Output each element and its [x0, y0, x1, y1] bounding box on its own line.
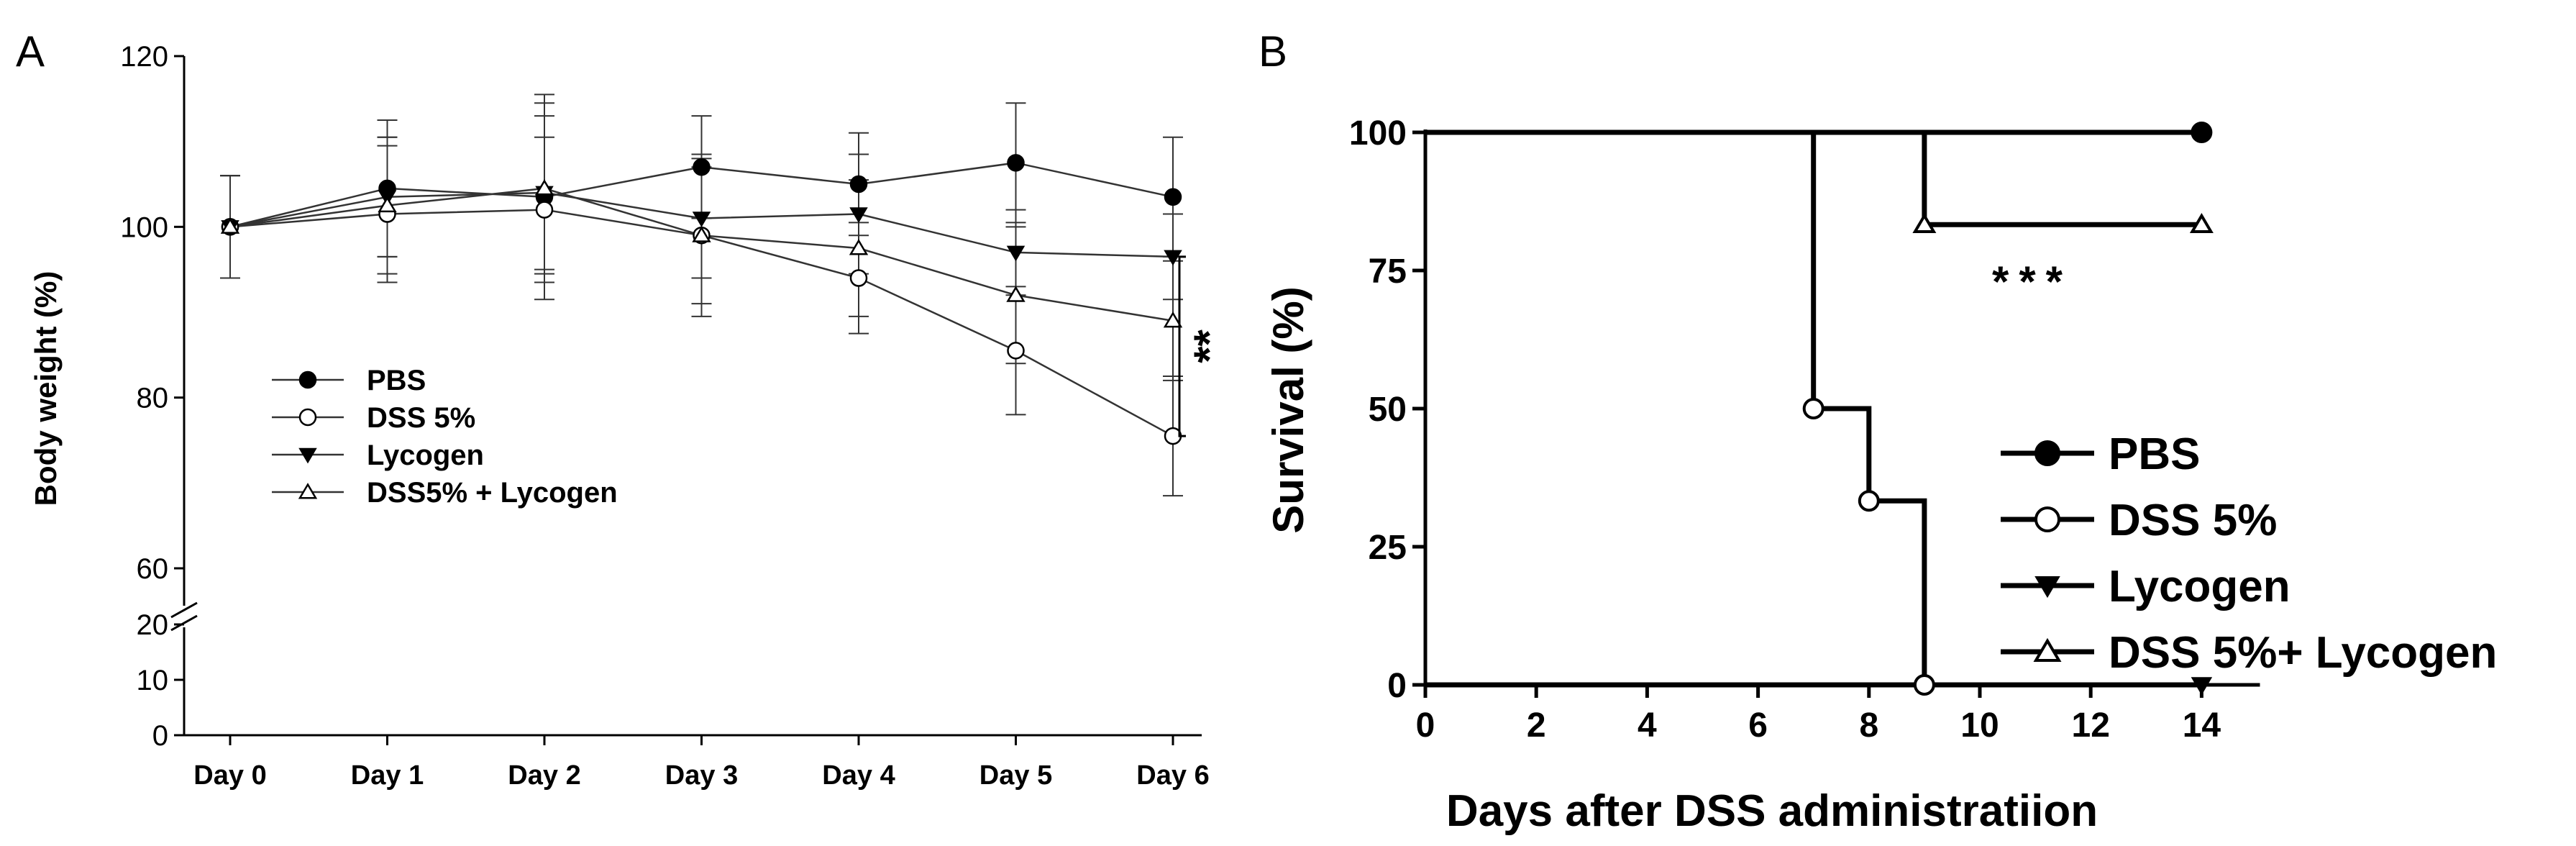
b-x-axis-label: Days after DSS administratiion: [1446, 786, 2098, 836]
a-y-tick-label: 0: [152, 720, 168, 752]
a-point-dss5-lycogen: [534, 179, 554, 196]
b-legend-label-dss-5-lycogen: DSS 5%+ Lycogen: [2109, 628, 2497, 678]
b-x-tick-label: 2: [1527, 706, 1546, 745]
a-annotation: **: [1178, 255, 1233, 437]
a-legend-label-dss5-lycogen: DSS5% + Lycogen: [367, 477, 618, 509]
a-y-tick-label: 60: [137, 553, 169, 585]
b-y-tick-label: 50: [1369, 391, 1407, 429]
a-x-tick-label: Day 6: [1136, 760, 1209, 791]
panel-a: A Body weight (%) 60 80 100 120 0 10 20 Day 0 Da…: [16, 27, 1233, 791]
b-point-dss-5: [1913, 674, 1935, 696]
a-significance-stars: **: [1185, 329, 1233, 363]
b-legend-marker-dss-5-lycogen: [2033, 637, 2062, 662]
b-x-tick-label: 14: [2183, 706, 2221, 745]
a-legend-label-pbs: PBS: [367, 365, 426, 396]
a-point-pbs: [1007, 154, 1025, 172]
a-legend-marker-dss5-lycogen: [298, 483, 318, 499]
a-legend-label-dss-5: DSS 5%: [367, 402, 475, 434]
a-point-dss5-lycogen: [692, 226, 711, 242]
b-point-lycogen: [2191, 677, 2213, 696]
b-curve-dss-5-lycogen: [1425, 129, 2202, 227]
b-x-tick-label: 8: [1859, 706, 1878, 745]
b-significance-stars: ***: [1992, 258, 2073, 306]
a-point-dss5-lycogen: [220, 217, 240, 234]
b-points: [1802, 122, 2214, 696]
a-y-tick-label: 10: [137, 665, 169, 696]
a-y-tick-label: 80: [137, 383, 169, 414]
a-points: [220, 154, 1183, 445]
b-legend-label-lycogen: Lycogen: [2109, 562, 2290, 611]
panel-b-label: B: [1259, 27, 1287, 76]
a-point-dss-5: [1007, 342, 1025, 360]
b-legend: PBS DSS 5% Lycogen DSS 5%+ Lycogen: [2001, 429, 2497, 678]
b-legend-label-dss-5: DSS 5%: [2109, 496, 2277, 545]
b-y-tick-label: 100: [1349, 114, 1407, 153]
a-error-bars: [220, 94, 1183, 497]
b-point-dss-5: [1858, 490, 1880, 512]
a-point-dss5-lycogen: [378, 196, 397, 213]
a-x-tick-label: Day 1: [351, 760, 424, 791]
b-x-tick-label: 4: [1638, 706, 1657, 745]
a-axis-break-mark: [170, 614, 198, 632]
a-x-tick-label: Day 5: [979, 760, 1052, 791]
b-y-tick-label: 75: [1369, 253, 1407, 291]
b-y-axis-label: Survival (%): [1264, 286, 1312, 533]
b-x-tick-label: 6: [1748, 706, 1768, 745]
a-point-lycogen: [692, 212, 711, 227]
a-y-tick-label: 120: [120, 41, 168, 73]
a-point-dss-5: [849, 269, 868, 287]
b-series-lines: [1425, 129, 2202, 688]
b-x-tick-label: 0: [1416, 706, 1435, 745]
b-point-pbs: [2191, 122, 2213, 143]
a-point-pbs: [1164, 188, 1182, 206]
a-legend-marker-dss-5: [298, 408, 317, 427]
a-legend-marker-pbs: [298, 370, 317, 389]
a-point-lycogen: [849, 207, 868, 223]
a-y-tick-label: 20: [137, 609, 169, 641]
a-legend-marker-lycogen: [298, 447, 317, 464]
a-x-tick-label: Day 2: [508, 760, 580, 791]
b-point-dss-5: [1802, 398, 1824, 419]
a-legend: PBS DSS 5% Lycogen DSS5% + Lycogen: [272, 365, 618, 509]
a-x-tick-label: Day 0: [193, 760, 266, 791]
b-x-tick-label: 12: [2072, 706, 2110, 745]
b-point-dss-5-lycogen: [1912, 212, 1937, 234]
b-legend-marker-pbs: [2034, 440, 2060, 466]
a-x-tick-label: Day 4: [822, 760, 895, 791]
a-x-tick-label: Day 3: [665, 760, 738, 791]
b-annotation: ***: [1992, 258, 2073, 306]
b-legend-marker-lycogen: [2034, 576, 2060, 599]
a-significance-bracket: [1178, 255, 1186, 437]
a-point-pbs: [693, 158, 711, 176]
a-point-dss-5: [535, 201, 554, 219]
b-x-tick-label: 10: [1960, 706, 1999, 745]
b-y-tick-label: 25: [1369, 529, 1407, 567]
a-axes: 60 80 100 120 0 10 20 Day 0 Day 1 Day 2 Day 3 Day 4…: [120, 41, 1209, 791]
b-y-tick-label: 0: [1387, 667, 1407, 705]
a-point-dss5-lycogen: [1006, 286, 1026, 302]
b-legend-marker-dss-5: [2034, 506, 2060, 532]
a-point-dss5-lycogen: [1163, 311, 1183, 328]
a-point-dss5-lycogen: [849, 239, 869, 255]
a-axis-break-mark: [170, 601, 198, 619]
b-legend-label-pbs: PBS: [2109, 429, 2200, 479]
a-point-pbs: [849, 175, 868, 194]
b-point-dss-5-lycogen: [2189, 212, 2214, 234]
a-point-lycogen: [1006, 245, 1026, 262]
a-legend-label-lycogen: Lycogen: [367, 440, 484, 471]
a-y-tick-label: 100: [120, 212, 168, 243]
a-y-axis-label: Body weight (%): [29, 271, 63, 506]
panel-a-label: A: [16, 27, 45, 76]
a-point-lycogen: [1164, 250, 1182, 266]
b-curve-dss-5: [1425, 129, 1927, 685]
panel-b: B Survival (%) Days after DSS administra…: [1259, 27, 2497, 836]
